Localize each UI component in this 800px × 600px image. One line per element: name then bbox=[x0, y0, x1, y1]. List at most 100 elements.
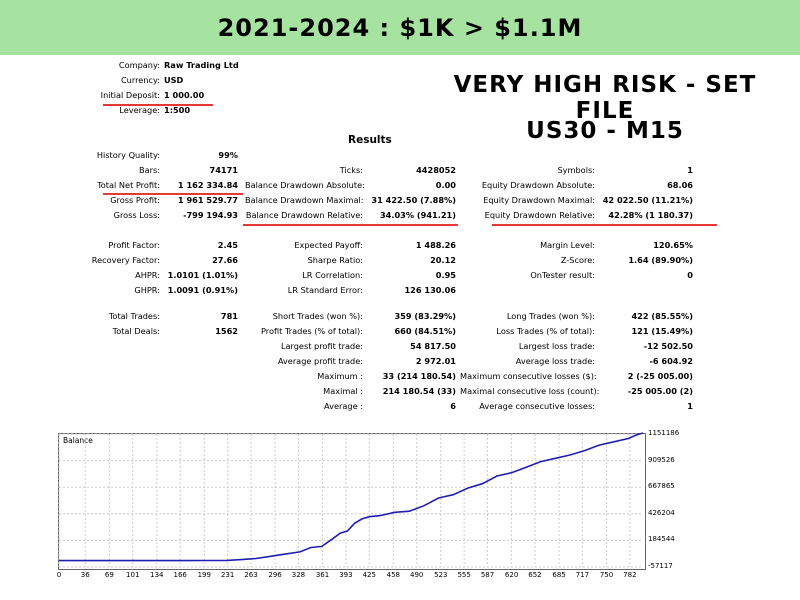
stat-value: 31 422.50 (7.88%) bbox=[371, 195, 456, 205]
stat-label: Average profit trade: bbox=[277, 356, 363, 366]
stat-value: 1.0091 (0.91%) bbox=[167, 285, 238, 295]
x-tick-label: 393 bbox=[339, 571, 353, 579]
stat-label: Balance Drawdown Absolute: bbox=[245, 180, 365, 190]
chart-title: Balance bbox=[63, 436, 93, 445]
x-tick-label: 685 bbox=[552, 571, 566, 579]
stat-label: Maximum consecutive losses ($): bbox=[460, 371, 597, 381]
x-tick-label: 101 bbox=[126, 571, 140, 579]
banner-title: 2021-2024 : $1K > $1.1M bbox=[217, 13, 583, 42]
x-tick-label: 0 bbox=[56, 571, 62, 579]
stat-label: OnTester result: bbox=[530, 270, 595, 280]
stat-label: LR Correlation: bbox=[302, 270, 363, 280]
stat-value: 33 (214 180.54) bbox=[382, 371, 456, 381]
stat-label: Largest profit trade: bbox=[280, 341, 363, 351]
stat-label: Recovery Factor: bbox=[91, 255, 160, 265]
x-tick-label: 425 bbox=[362, 571, 376, 579]
results-report: Company: Raw Trading Ltd Currency: USD Initi… bbox=[0, 55, 800, 425]
stat-label: Average consecutive losses: bbox=[479, 401, 595, 411]
x-tick-label: 134 bbox=[150, 571, 164, 579]
stat-value: -25 005.00 (2) bbox=[627, 386, 693, 396]
stat-label: Total Net Profit: bbox=[97, 180, 160, 190]
stat-label: Loss Trades (% of total): bbox=[496, 326, 595, 336]
stat-value: 1 961 529.77 bbox=[177, 195, 238, 205]
stat-value: 68.06 bbox=[667, 180, 693, 190]
x-tick-label: 296 bbox=[268, 571, 282, 579]
stat-label: Total Deals: bbox=[112, 326, 160, 336]
stat-label: Profit Factor: bbox=[108, 240, 160, 250]
balance-series-line bbox=[59, 432, 644, 562]
x-tick-label: 263 bbox=[244, 571, 258, 579]
x-tick-label: 199 bbox=[197, 571, 211, 579]
stat-value: 1.64 (89.90%) bbox=[628, 255, 693, 265]
stat-value: 781 bbox=[220, 311, 238, 321]
stat-value: 121 (15.49%) bbox=[631, 326, 693, 336]
info-label: Company: bbox=[118, 60, 160, 70]
x-tick-label: 69 bbox=[104, 571, 114, 579]
x-tick-label: 490 bbox=[410, 571, 424, 579]
stat-label: Balance Drawdown Maximal: bbox=[245, 195, 364, 205]
x-tick-label: 717 bbox=[575, 571, 590, 579]
info-label: Initial Deposit: bbox=[100, 90, 160, 100]
stat-value: 0 bbox=[687, 270, 693, 280]
stat-label: Sharpe Ratio: bbox=[307, 255, 363, 265]
stat-label: Average : bbox=[324, 401, 363, 411]
info-value: 1 000.00 bbox=[164, 90, 205, 100]
x-tick-label: 750 bbox=[599, 571, 614, 579]
stat-label: Maximal consecutive loss (count): bbox=[460, 386, 600, 396]
info-label: Currency: bbox=[120, 75, 160, 85]
stat-value: 214 180.54 (33) bbox=[382, 386, 456, 396]
stat-value: 2 972.01 bbox=[415, 356, 456, 366]
stat-label: Largest loss trade: bbox=[518, 341, 595, 351]
stat-label: Average loss trade: bbox=[515, 356, 595, 366]
stat-label: Margin Level: bbox=[540, 240, 595, 250]
stat-label: Equity Drawdown Maximal: bbox=[483, 195, 595, 205]
stat-label: Profit Trades (% of total): bbox=[261, 326, 363, 336]
stat-value: 42 022.50 (11.21%) bbox=[602, 195, 693, 205]
y-tick-label: 909526 bbox=[648, 455, 675, 464]
stat-label: Total Trades: bbox=[108, 311, 160, 321]
results-heading: Results bbox=[348, 134, 392, 146]
stat-value: 1 bbox=[687, 401, 693, 411]
stat-value: 42.28% (1 180.37) bbox=[608, 210, 693, 220]
y-tick-label: 1151186 bbox=[648, 429, 680, 437]
x-tick-label: 782 bbox=[623, 571, 637, 579]
stat-value: 422 (85.55%) bbox=[631, 311, 693, 321]
stat-value: 2.45 bbox=[217, 240, 238, 250]
stat-label: History Quality: bbox=[96, 150, 160, 160]
stat-value: 1 488.26 bbox=[415, 240, 456, 250]
stat-label: Balance Drawdown Relative: bbox=[245, 210, 363, 220]
stat-label: Maximum : bbox=[317, 371, 363, 381]
stat-value: 74171 bbox=[209, 165, 238, 175]
stat-label: LR Standard Error: bbox=[287, 285, 363, 295]
y-tick-label: 667865 bbox=[648, 482, 675, 491]
info-value: USD bbox=[164, 75, 184, 85]
stat-label: Maximal : bbox=[323, 386, 363, 396]
stat-label: Expected Payoff: bbox=[294, 240, 363, 250]
stat-label: AHPR: bbox=[135, 270, 160, 280]
stat-value: 120.65% bbox=[653, 240, 693, 250]
stat-label: Bars: bbox=[138, 165, 160, 175]
stat-value: 1 162 334.84 bbox=[177, 180, 238, 190]
stat-value: 126 130.06 bbox=[404, 285, 456, 295]
stat-label: Symbols: bbox=[557, 165, 595, 175]
stat-value: -6 604.92 bbox=[649, 356, 693, 366]
stat-value: -12 502.50 bbox=[643, 341, 693, 351]
y-tick-label: -57117 bbox=[648, 562, 673, 570]
stat-value: 99% bbox=[218, 150, 238, 160]
stat-value: -799 194.93 bbox=[183, 210, 238, 220]
x-tick-label: 555 bbox=[457, 571, 471, 579]
stat-value: 6 bbox=[450, 401, 456, 411]
info-value: Raw Trading Ltd bbox=[164, 60, 239, 70]
stat-label: Short Trades (won %): bbox=[272, 311, 363, 321]
x-tick-label: 328 bbox=[291, 571, 306, 579]
risk-headline: VERY HIGH RISK - SET FILE bbox=[453, 72, 757, 124]
x-tick-label: 36 bbox=[80, 571, 90, 579]
stat-label: Ticks: bbox=[339, 165, 363, 175]
stat-label: Z-Score: bbox=[560, 255, 595, 265]
underline-balance-drawdown bbox=[243, 224, 458, 226]
underline-total-net-profit bbox=[103, 193, 243, 195]
info-label: Leverage: bbox=[119, 105, 160, 115]
x-tick-label: 458 bbox=[386, 571, 401, 579]
stat-value: 2 (-25 005.00) bbox=[627, 371, 693, 381]
stat-value: 1.0101 (1.01%) bbox=[167, 270, 238, 280]
